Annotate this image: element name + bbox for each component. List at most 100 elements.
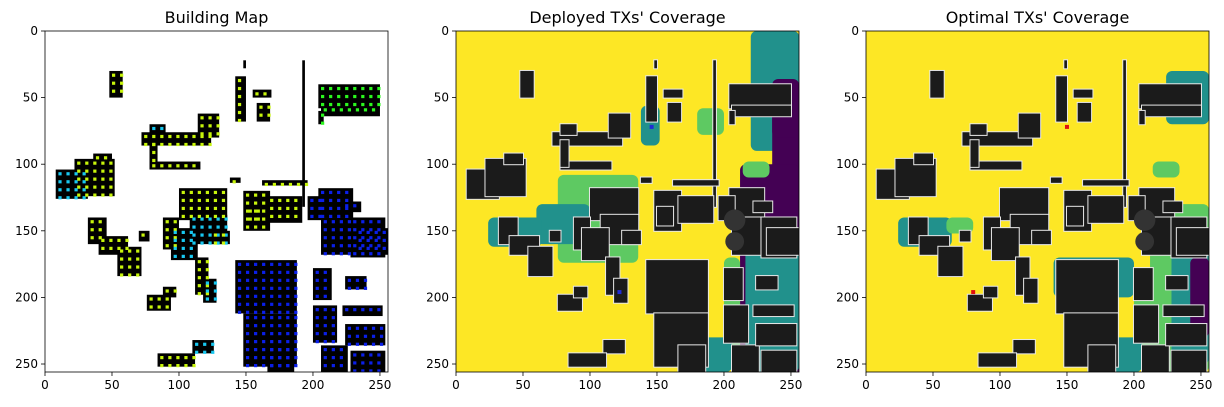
map-marker — [197, 260, 201, 264]
map-marker — [358, 230, 362, 235]
map-marker — [98, 228, 102, 232]
map-marker — [98, 220, 102, 224]
map-marker — [294, 310, 298, 314]
axes-frame — [455, 30, 800, 373]
map-marker — [323, 348, 327, 352]
building — [1166, 276, 1188, 290]
map-marker — [176, 356, 180, 360]
map-marker — [165, 244, 169, 248]
map-marker — [366, 238, 370, 242]
y-tick-label: 0 — [851, 24, 859, 38]
map-marker — [278, 286, 282, 290]
map-marker — [331, 236, 335, 240]
map-marker — [262, 356, 266, 360]
building — [766, 228, 799, 255]
map-marker — [128, 265, 132, 269]
map-marker — [329, 206, 333, 211]
map-marker — [109, 185, 113, 189]
map-marker — [331, 252, 335, 256]
map-marker — [254, 217, 258, 221]
map-marker — [125, 238, 129, 242]
map-marker — [192, 356, 196, 360]
map-marker — [315, 316, 319, 320]
y-tick-label: 100 — [15, 157, 38, 171]
map-marker — [93, 185, 97, 189]
map-marker — [355, 334, 360, 338]
map-marker — [168, 356, 172, 360]
map-marker — [208, 134, 212, 139]
x-tick-label: 200 — [1123, 378, 1146, 392]
map-marker — [331, 340, 335, 344]
building — [312, 268, 332, 301]
map-marker — [353, 102, 357, 107]
map-marker — [184, 134, 188, 139]
building — [1142, 345, 1169, 372]
map-marker — [377, 252, 381, 256]
map-marker — [200, 241, 204, 245]
map-marker — [259, 105, 263, 109]
map-marker — [245, 286, 250, 290]
chart-title: Deployed TXs' Coverage — [529, 8, 725, 27]
map-marker — [323, 244, 327, 248]
map-marker — [315, 270, 319, 274]
map-marker — [262, 316, 266, 320]
y-tick-label: 100 — [836, 157, 859, 171]
map-marker — [254, 225, 258, 229]
map-marker — [237, 278, 242, 282]
map-marker — [192, 164, 196, 168]
map-marker — [345, 86, 349, 91]
map-marker — [262, 270, 266, 274]
map-marker — [181, 238, 185, 242]
map-marker — [221, 190, 226, 195]
map-marker — [208, 217, 212, 221]
x-tick-label: 150 — [646, 378, 669, 392]
map-marker — [213, 190, 218, 195]
map-marker — [337, 206, 341, 211]
map-marker — [270, 286, 274, 290]
map-marker — [93, 193, 97, 197]
map-marker — [286, 340, 290, 344]
map-marker — [369, 252, 373, 256]
map-marker — [347, 278, 352, 282]
map-marker — [93, 177, 97, 181]
map-marker — [278, 214, 282, 219]
map-marker — [369, 244, 373, 248]
map-marker — [355, 108, 360, 112]
map-marker — [355, 286, 360, 290]
map-marker — [270, 332, 274, 336]
map-marker — [173, 220, 177, 224]
map-marker — [321, 102, 325, 107]
map-marker — [329, 190, 333, 195]
map-marker — [181, 190, 185, 195]
map-marker — [237, 86, 242, 91]
building — [761, 350, 797, 372]
map-marker — [173, 289, 177, 293]
map-marker — [149, 297, 153, 301]
map-marker — [189, 246, 193, 250]
map-marker — [213, 206, 218, 211]
map-marker — [345, 214, 349, 219]
building — [549, 230, 561, 242]
building — [1163, 305, 1204, 317]
map-marker — [245, 225, 250, 229]
map-marker — [192, 142, 196, 147]
map-marker — [262, 340, 266, 344]
map-marker — [101, 238, 105, 242]
map-marker — [184, 164, 188, 168]
map-marker — [382, 230, 386, 235]
map-marker — [237, 286, 242, 290]
map-marker — [280, 182, 285, 187]
map-marker — [263, 92, 267, 96]
map-marker — [224, 225, 228, 229]
map-marker — [366, 246, 370, 250]
y-tick-label: 50 — [844, 91, 859, 105]
map-marker — [136, 273, 140, 277]
map-marker — [173, 236, 177, 240]
map-marker — [286, 286, 290, 290]
map-marker — [355, 278, 360, 282]
map-marker — [93, 161, 97, 165]
building — [654, 60, 657, 69]
map-marker — [160, 142, 164, 147]
map-marker — [111, 81, 116, 85]
map-marker — [337, 198, 341, 203]
